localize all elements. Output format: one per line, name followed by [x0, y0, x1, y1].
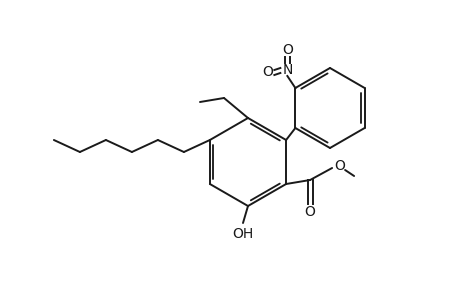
- Text: OH: OH: [232, 227, 253, 241]
- Text: O: O: [281, 43, 292, 57]
- Text: O: O: [261, 65, 272, 79]
- Text: O: O: [304, 205, 315, 219]
- Text: O: O: [334, 159, 345, 173]
- Text: N: N: [281, 63, 292, 77]
